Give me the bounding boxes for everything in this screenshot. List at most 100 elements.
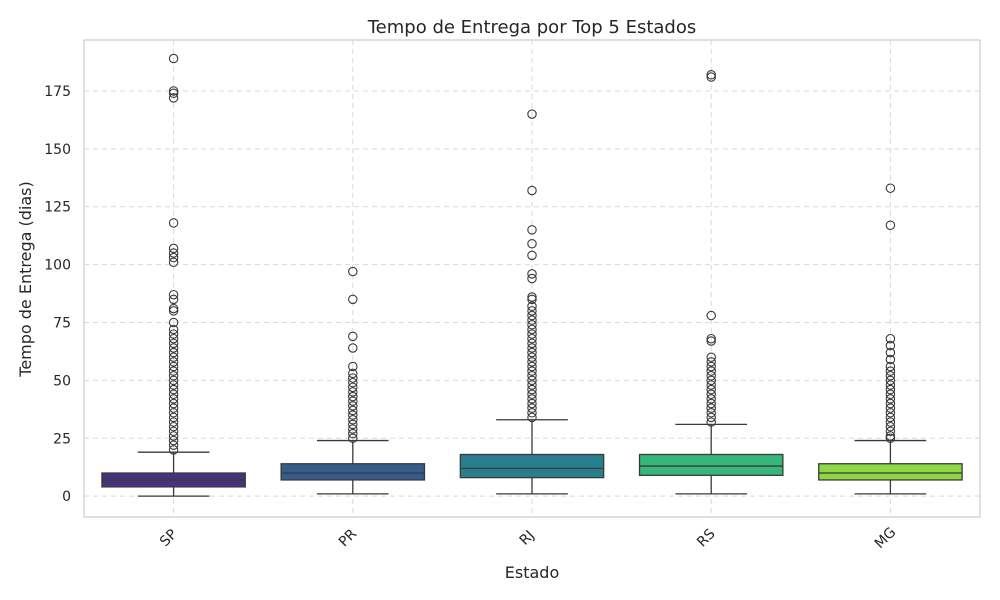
outlier-point: [706, 389, 716, 400]
outlier-point: [885, 394, 896, 404]
outlier-point: [706, 408, 716, 418]
outlier-point: [168, 398, 179, 409]
outlier-point: [168, 408, 179, 418]
boxes: [101, 53, 963, 497]
chart-title: Tempo de Entrega por Top 5 Estados: [367, 17, 697, 38]
outlier-point: [348, 373, 358, 383]
box-group-pr: [280, 266, 426, 495]
outlier-point: [527, 398, 537, 409]
outlier-point: [168, 403, 179, 413]
outlier-point: [885, 380, 896, 390]
x-tick-label: RJ: [517, 528, 538, 549]
outlier-point: [885, 412, 896, 423]
outlier-point: [706, 336, 716, 346]
outlier-point: [168, 218, 179, 228]
outlier-point: [527, 329, 537, 339]
outlier-point: [348, 414, 358, 425]
outlier-point: [527, 185, 537, 196]
outlier-point: [527, 301, 537, 312]
y-tick-label: 0: [62, 489, 71, 505]
outlier-point: [168, 248, 179, 258]
outlier-point: [168, 53, 179, 64]
outlier-point: [706, 412, 716, 423]
outlier-point: [706, 69, 716, 80]
outlier-point: [348, 294, 358, 305]
outlier-point: [527, 109, 537, 119]
outlier-point: [885, 403, 896, 413]
outlier-point: [885, 333, 896, 344]
outlier-point: [348, 433, 358, 444]
outlier-point: [348, 343, 358, 353]
outlier-point: [885, 361, 896, 372]
outlier-point: [348, 266, 358, 277]
outlier-point: [706, 366, 716, 376]
outlier-point: [527, 412, 537, 423]
outlier-point: [527, 384, 537, 395]
outlier-point: [168, 343, 179, 353]
x-tick-label: PR: [336, 526, 360, 550]
outlier-point: [706, 380, 716, 390]
outlier-point: [527, 361, 537, 372]
outlier-point: [527, 333, 537, 344]
outlier-point: [527, 357, 537, 367]
y-tick-label: 75: [53, 315, 71, 331]
outlier-point: [527, 306, 537, 316]
outlier-point: [168, 93, 179, 103]
outlier-point: [885, 354, 896, 365]
outlier-point: [706, 310, 716, 321]
outlier-point: [168, 88, 179, 99]
outlier-point: [706, 357, 716, 367]
outlier-point: [527, 250, 537, 261]
outlier-point: [348, 391, 358, 402]
outlier-point: [885, 417, 896, 427]
outlier-point: [706, 361, 716, 372]
outlier-point: [168, 333, 179, 344]
y-tick-label: 175: [44, 84, 71, 100]
y-tick-label: 150: [44, 142, 71, 158]
outlier-point: [348, 405, 358, 416]
outlier-point: [168, 426, 179, 437]
outlier-point: [706, 417, 716, 427]
iqr-box: [638, 453, 784, 476]
x-tick-label: MG: [872, 524, 900, 552]
outlier-point: [527, 380, 537, 390]
outlier-point: [706, 352, 716, 362]
outlier-point: [885, 433, 896, 444]
x-axis-label: Estado: [505, 563, 559, 582]
outlier-point: [706, 384, 716, 395]
outlier-point: [168, 347, 179, 358]
outlier-point: [706, 394, 716, 404]
x-tick-label: SP: [157, 526, 181, 550]
outlier-point: [348, 361, 358, 372]
outlier-point: [706, 72, 716, 82]
outlier-point: [348, 428, 358, 439]
outlier-point: [527, 338, 537, 349]
outlier-point: [527, 239, 537, 249]
iqr-box: [280, 463, 426, 481]
outlier-point: [706, 375, 716, 386]
outlier-point: [885, 408, 896, 418]
y-tick-label: 125: [44, 200, 71, 216]
outlier-point: [885, 183, 896, 193]
outlier-point: [168, 289, 179, 300]
outlier-point: [885, 340, 896, 351]
y-tick-label: 50: [53, 373, 71, 389]
box-group-rs: [638, 69, 784, 495]
outlier-point: [885, 398, 896, 409]
outlier-point: [885, 366, 896, 376]
y-tick-label: 100: [44, 258, 71, 274]
box-group-rj: [459, 109, 605, 495]
outlier-point: [527, 324, 537, 335]
outlier-point: [168, 303, 179, 314]
outlier-point: [527, 310, 537, 321]
box-group-sp: [101, 53, 246, 497]
outlier-point: [527, 315, 537, 325]
outlier-point: [348, 387, 358, 397]
outlier-point: [885, 431, 896, 441]
iqr-box: [818, 463, 963, 481]
outlier-point: [527, 371, 537, 381]
outlier-point: [168, 252, 179, 263]
outlier-point: [348, 377, 358, 388]
iqr-box: [459, 453, 605, 479]
